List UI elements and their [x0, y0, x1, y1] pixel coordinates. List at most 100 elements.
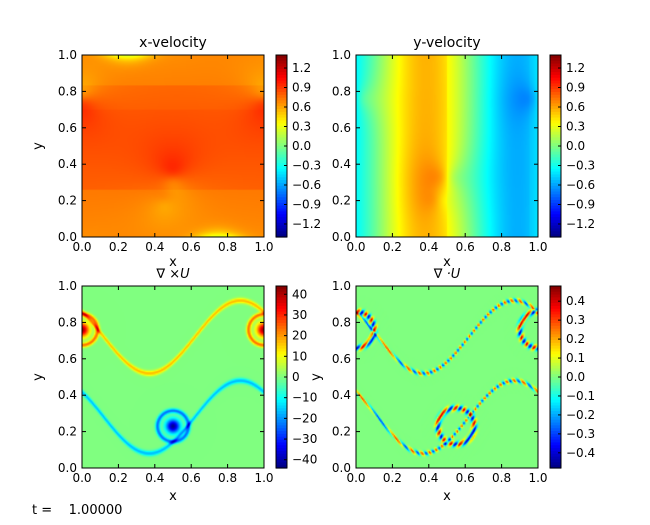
- colorbar-segment: [550, 137, 561, 141]
- colorbar-tick-label: −0.4: [566, 446, 595, 460]
- colorbar-segment: [550, 331, 561, 335]
- colorbar-tick-label: 0.9: [566, 81, 585, 95]
- x-tick-label: 0.2: [109, 471, 128, 485]
- colorbar-segment: [276, 396, 287, 401]
- colorbar-segment: [550, 445, 561, 449]
- colorbar-segment: [276, 77, 287, 82]
- colorbar-segment: [276, 377, 287, 381]
- colorbar-segment: [276, 131, 287, 136]
- colorbar-tick-label: −0.9: [292, 198, 321, 212]
- colorbar-segment: [550, 180, 561, 184]
- colorbar-segment: [276, 106, 287, 110]
- colorbar-segment: [276, 69, 287, 73]
- colorbar-segment: [550, 72, 561, 76]
- colorbar-segment: [550, 325, 561, 330]
- colorbar: 40 30 20 10 0 −10 −20 −30 −40: [275, 285, 317, 469]
- colorbar-segment: [276, 197, 287, 201]
- colorbar-segment: [550, 194, 561, 198]
- y-tick-label: 0.4: [58, 388, 77, 402]
- heatmap-image: [356, 286, 538, 468]
- colorbar-segment: [550, 94, 561, 99]
- colorbar-segment: [550, 197, 561, 201]
- colorbar-segment: [550, 109, 561, 113]
- colorbar-segment: [276, 408, 287, 412]
- y-axis-label: y: [309, 373, 324, 381]
- colorbar-segment: [276, 462, 287, 466]
- colorbar-segment: [276, 300, 287, 304]
- colorbar-segment: [276, 385, 287, 389]
- colorbar-tick-label: −0.1: [566, 389, 595, 403]
- colorbar-segment: [550, 320, 561, 324]
- y-tick-label: 1.0: [58, 279, 77, 293]
- colorbar-segment: [276, 448, 287, 452]
- colorbar-segment: [276, 80, 287, 85]
- panel-div: 0.0 0.2 0.4 0.6 0.8 1.0 0.0 0.2 0.4 0.6 0.8 1.0 ∇ ·U…: [309, 267, 595, 504]
- x-tick-label: 0.4: [419, 240, 438, 254]
- colorbar-segment: [550, 191, 561, 195]
- colorbar-segment: [276, 436, 287, 441]
- x-tick-label: 1.0: [254, 240, 273, 254]
- y-tick-label: 0.2: [332, 194, 351, 208]
- colorbar: 1.2 0.9 0.6 0.3 0.0 −0.3 −0.6 −0.9 −1.2: [549, 54, 595, 238]
- y-tick-label: 0.4: [332, 157, 351, 171]
- colorbar-segment: [550, 86, 561, 90]
- colorbar-segment: [550, 185, 561, 190]
- colorbar-segment: [276, 305, 287, 310]
- colorbar-segment: [276, 194, 287, 198]
- colorbar-segment: [276, 143, 287, 147]
- colorbar-segment: [276, 288, 287, 293]
- colorbar-segment: [276, 188, 287, 193]
- x-tick-label: 0.8: [492, 240, 511, 254]
- colorbar-segment: [550, 66, 561, 70]
- colorbar: 0.4 0.3 0.2 0.1 0.0 −0.1 −0.2 −0.3 −0.4: [549, 285, 595, 469]
- colorbar-segment: [276, 86, 287, 90]
- colorbar-tick-label: 0: [292, 370, 300, 384]
- x-tick-label: 0.6: [182, 471, 201, 485]
- colorbar-segment: [550, 188, 561, 193]
- x-tick-label: 0.0: [72, 240, 91, 254]
- colorbar-segment: [550, 143, 561, 147]
- colorbar-segment: [550, 411, 561, 415]
- colorbar-segment: [550, 348, 561, 353]
- plot-frame: [355, 285, 539, 469]
- colorbar-tick-label: −1.2: [292, 217, 321, 231]
- colorbar-segment: [550, 89, 561, 93]
- panel-title: y-velocity: [413, 35, 480, 51]
- colorbar-segment: [550, 422, 561, 426]
- colorbar-segment: [550, 140, 561, 144]
- colorbar-segment: [276, 317, 287, 321]
- x-tick-label: 0.4: [145, 240, 164, 254]
- colorbar-segment: [276, 394, 287, 398]
- colorbar-segment: [276, 202, 287, 207]
- x-axis-label: x: [169, 255, 177, 270]
- colorbar-segment: [276, 294, 287, 298]
- colorbar-segment: [550, 123, 561, 127]
- colorbar-tick-label: 0.3: [292, 120, 311, 134]
- colorbar-segment: [276, 334, 287, 338]
- colorbar-segment: [550, 128, 561, 133]
- colorbar-segment: [276, 94, 287, 99]
- x-tick-label: 0.0: [72, 471, 91, 485]
- colorbar-segment: [550, 433, 561, 438]
- colorbar-segment: [276, 83, 287, 87]
- colorbar-segment: [550, 55, 561, 59]
- colorbar-segment: [276, 345, 287, 350]
- colorbar-segment: [276, 151, 287, 156]
- colorbar-segment: [276, 442, 287, 446]
- colorbar-segment: [550, 368, 561, 372]
- colorbar-segment: [550, 205, 561, 210]
- colorbar-segment: [276, 459, 287, 463]
- colorbar-segment: [550, 208, 561, 213]
- colorbar-segment: [550, 311, 561, 316]
- colorbar-segment: [276, 382, 287, 387]
- colorbar-segment: [276, 137, 287, 141]
- colorbar-segment: [276, 311, 287, 316]
- colorbar-segment: [276, 185, 287, 190]
- colorbar-segment: [550, 462, 561, 466]
- colorbar-tick-label: 1.2: [292, 61, 311, 75]
- colorbar-segment: [276, 140, 287, 144]
- x-tick-label: 0.4: [419, 471, 438, 485]
- y-tick-label: 0.0: [332, 230, 351, 244]
- x-tick-label: 0.0: [346, 471, 365, 485]
- colorbar-segment: [276, 171, 287, 176]
